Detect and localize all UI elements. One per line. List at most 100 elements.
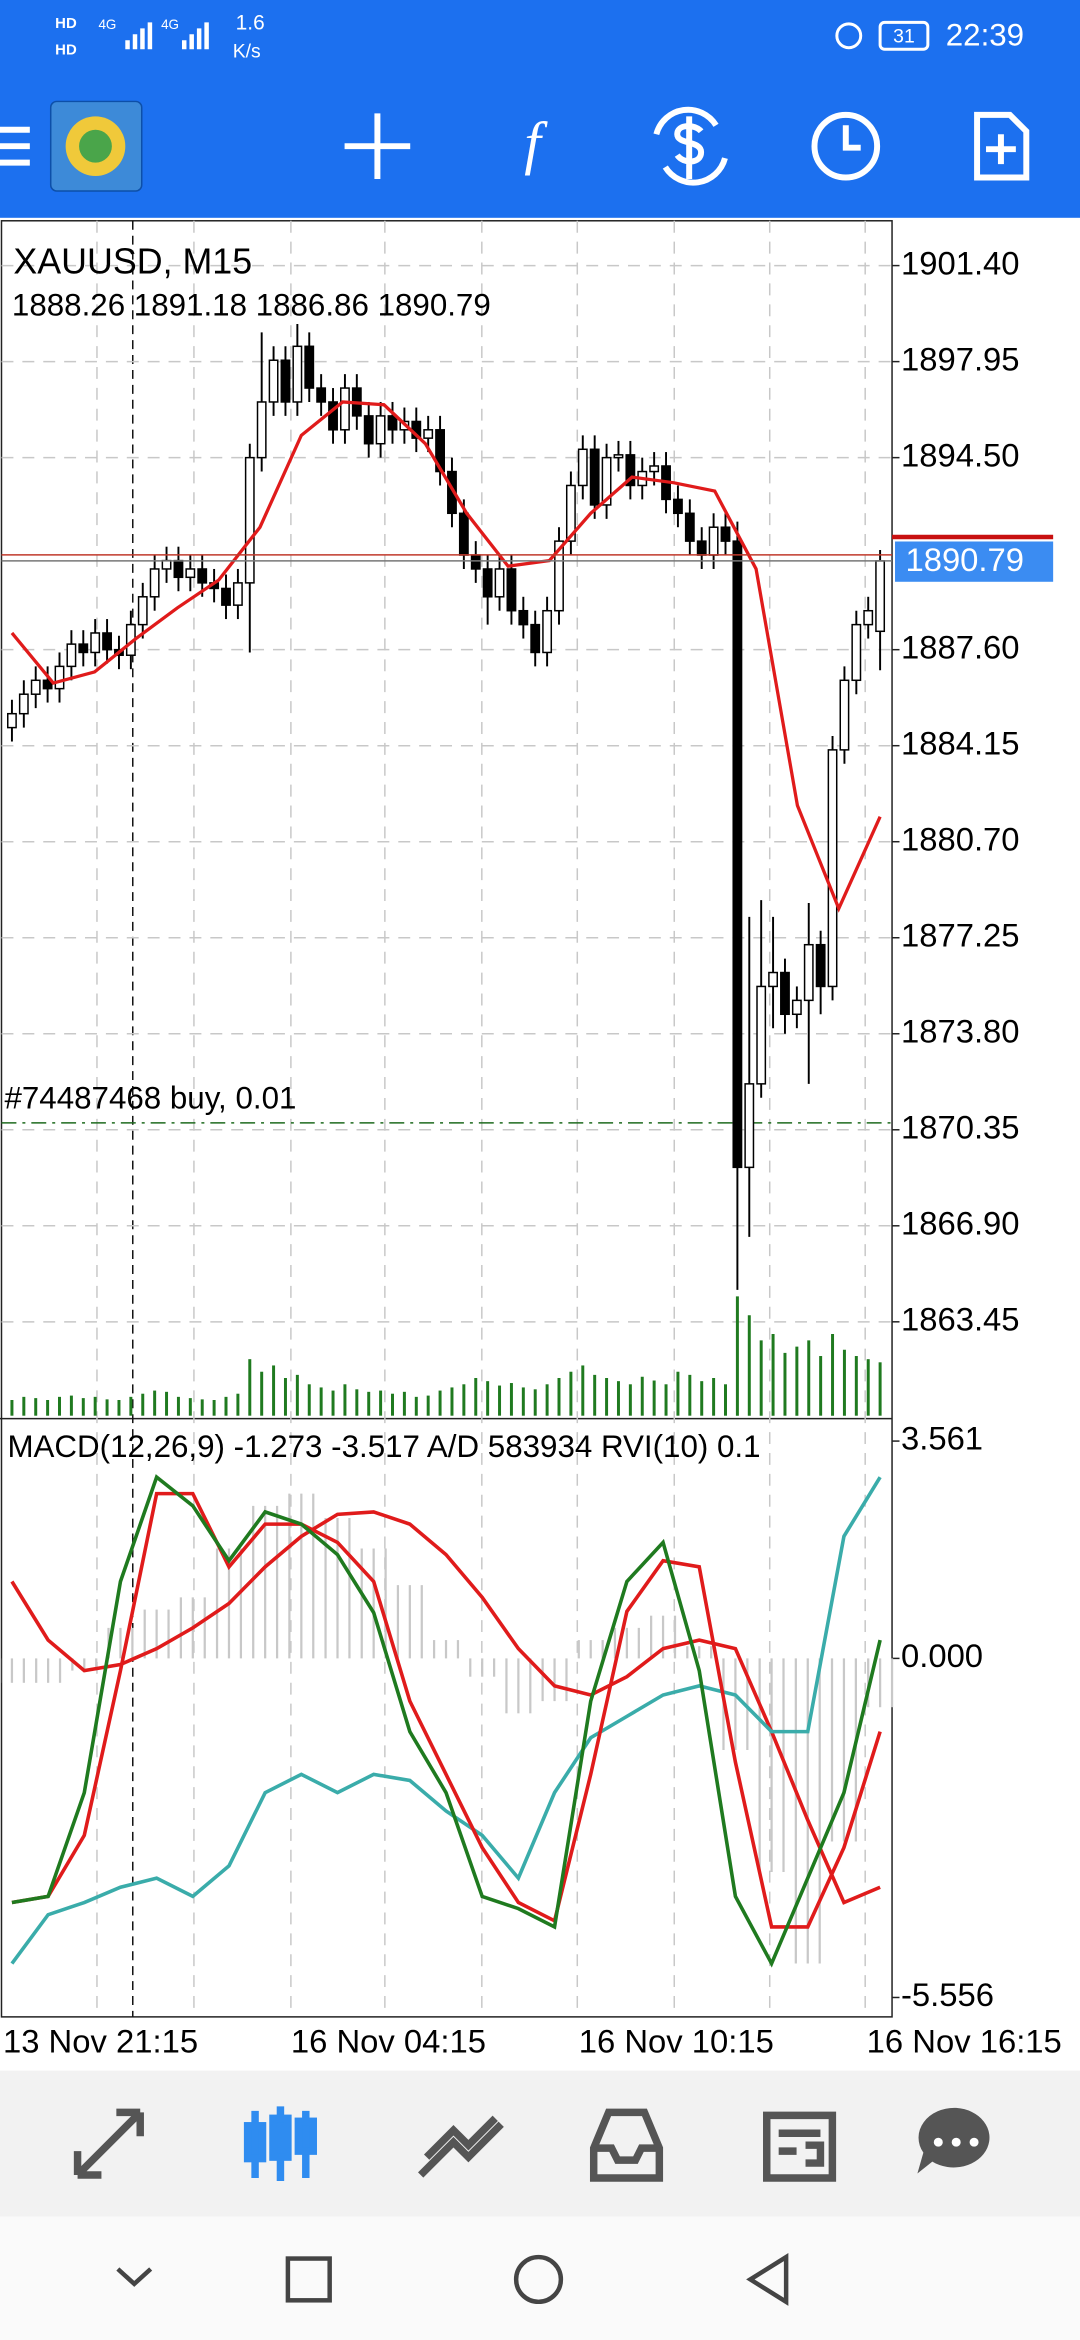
candle-body (649, 465, 660, 473)
candle-body (601, 456, 612, 506)
price-plot: 1901.40 1897.95 1894.50 1887.60 1884.15 1880.… (0, 244, 1054, 2013)
candle-body (42, 679, 53, 690)
candle-body (482, 568, 493, 598)
candle-body (851, 623, 862, 682)
candle-body (815, 943, 826, 988)
candle-body (78, 643, 89, 654)
back-button[interactable] (746, 2253, 789, 2306)
candle-body (102, 632, 112, 651)
candle-body (232, 582, 243, 606)
system-nav-icons (116, 2253, 789, 2306)
order-label: #74487468 buy, 0.01 (4, 1081, 296, 1116)
indicator-line (10, 1476, 882, 1965)
candle-body (554, 540, 564, 612)
candle-body (90, 632, 101, 654)
hide-button[interactable] (116, 2267, 153, 2287)
candle-body (185, 568, 196, 579)
candle-body (803, 943, 814, 1002)
moving-average (10, 400, 882, 913)
candle-body (268, 359, 279, 403)
recents-button[interactable] (285, 2256, 332, 2303)
candle-body (530, 623, 541, 654)
candle-body (875, 560, 886, 633)
clock-hands (842, 125, 861, 151)
alarm-icon (835, 22, 863, 50)
candle-body (768, 971, 778, 988)
candle-body (732, 540, 743, 1169)
candle-body (363, 415, 374, 445)
y-tick-label: 1873.80 (901, 1012, 1020, 1049)
header-background (0, 0, 1080, 218)
candle-body (744, 1083, 755, 1169)
trade-button[interactable] (653, 106, 728, 186)
candle-body (197, 568, 208, 584)
status-bar: HD 4G HD 4G 1.6 K/s 31 22:39 (55, 11, 1024, 62)
home-button[interactable] (513, 2254, 564, 2305)
y-tick-label: 1884.15 (901, 724, 1020, 761)
candle-body (565, 484, 576, 542)
candle-body (708, 526, 719, 556)
candle-body (470, 554, 481, 570)
candle-body (244, 456, 255, 584)
candle-body (137, 596, 148, 626)
bottom-nav (0, 2070, 1080, 2217)
x-tick-label: 16 Nov 04:15 (291, 2022, 486, 2059)
candle-body (589, 448, 600, 506)
candle-body (30, 679, 41, 695)
y2-tick-label: -5.556 (901, 1976, 994, 2013)
y-tick-label: 1877.25 (901, 916, 1020, 953)
price-label-box (895, 541, 1054, 582)
menu-button[interactable] (0, 126, 30, 166)
news-tab[interactable] (763, 2111, 837, 2182)
y-tick-label: 1866.90 (901, 1204, 1020, 1241)
x-tick-label: 16 Nov 16:15 (867, 2022, 1062, 2059)
history-button[interactable] (811, 111, 881, 181)
candle-body (839, 679, 850, 751)
candle-body (423, 429, 434, 439)
candle-body (458, 512, 469, 556)
indicator-line (11, 1474, 882, 1968)
trade-tab[interactable] (418, 2115, 504, 2178)
quotes-tab[interactable] (73, 2108, 144, 2179)
new-order-button[interactable] (974, 111, 1030, 181)
candle-body (292, 345, 303, 403)
battery-level: 31 (893, 25, 915, 47)
candle-body (780, 971, 790, 1016)
network-label: 4G (161, 17, 179, 32)
x-tick-label: 13 Nov 21:15 (3, 2022, 198, 2059)
history-tab[interactable] (589, 2108, 664, 2182)
speed: 1.6 (236, 11, 265, 34)
bottom-nav-icons (73, 2106, 990, 2182)
candle-body (673, 498, 683, 515)
plus (986, 134, 1016, 165)
candle-body (494, 568, 505, 598)
candle-body (542, 609, 553, 654)
y-tick-label: 1897.95 (901, 340, 1020, 377)
indicator-title: MACD(12,26,9) -1.273 -3.517 A/D 583934 R… (7, 1429, 760, 1464)
chart-tab[interactable] (243, 2106, 317, 2181)
candle-body (340, 387, 350, 431)
y-tick-label: 1894.50 (901, 436, 1020, 473)
network-label: 4G (98, 17, 116, 32)
toolbar: f (0, 100, 1030, 192)
y2-tick-label: 3.561 (901, 1420, 983, 1457)
candle-body (625, 454, 636, 487)
candle-body (613, 454, 624, 459)
candle-body (684, 512, 695, 542)
speed-unit: K/s (233, 40, 261, 62)
candle-body (518, 609, 529, 626)
candle-body (54, 665, 65, 690)
sim-label: HD (55, 43, 77, 59)
signal-icon (125, 22, 153, 50)
candle-body (720, 526, 731, 542)
candle-body (387, 415, 398, 431)
price-label: 1890.79 (905, 541, 1024, 578)
y2-tick-label: 0.000 (901, 1637, 983, 1674)
indicator-line (10, 1510, 881, 1905)
crosshair-button[interactable] (344, 113, 411, 180)
candle-body (316, 387, 327, 403)
candle-body (756, 985, 767, 1085)
candle-body (7, 712, 17, 729)
candle-body (791, 999, 802, 1016)
